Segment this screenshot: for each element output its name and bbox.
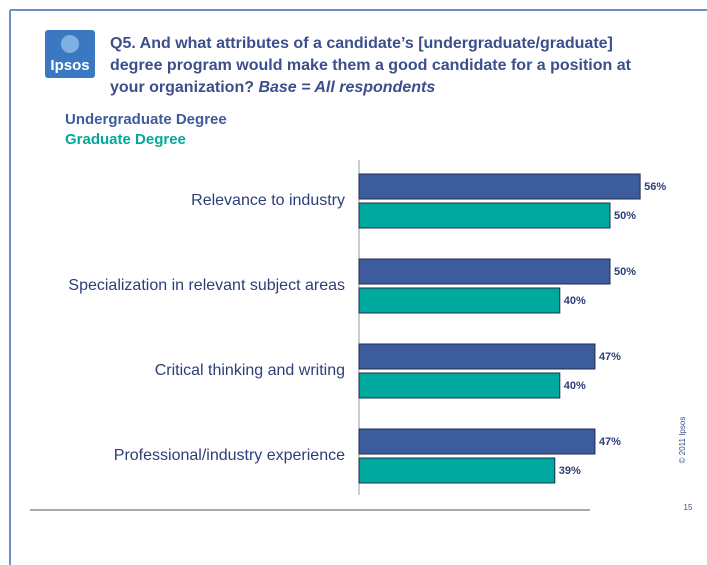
category-label: Professional/industry experience (114, 447, 345, 464)
category-label: Critical thinking and writing (155, 362, 345, 379)
category-label: Specialization in relevant subject areas (68, 277, 345, 294)
title-line: degree program would make them a good ca… (110, 57, 632, 74)
logo-mark (61, 35, 79, 53)
value-label: 50% (614, 266, 636, 278)
category-label: Relevance to industry (191, 192, 345, 209)
bar (358, 202, 611, 229)
value-label: 47% (599, 436, 621, 448)
value-label: 56% (644, 181, 666, 193)
bar (358, 173, 641, 200)
value-label: 40% (564, 380, 586, 392)
bar (358, 287, 561, 314)
title-line: your organization? Base = All respondent… (110, 79, 435, 96)
legend-entry: Graduate Degree (65, 131, 186, 148)
logo-box (45, 30, 95, 78)
bar (358, 457, 556, 484)
title-line: your organization? (110, 79, 254, 96)
bar (358, 428, 596, 455)
copyright: © 2011 Ipsos (678, 417, 687, 464)
legend-entry: Undergraduate Degree (65, 111, 227, 128)
logo-text: Ipsos (50, 57, 89, 74)
bar (358, 372, 561, 399)
value-label: 50% (614, 210, 636, 222)
value-label: 39% (559, 465, 581, 477)
page-number: 15 (684, 503, 693, 512)
value-label: 47% (599, 351, 621, 363)
title-line: Q5. And what attributes of a candidate’s… (110, 35, 613, 52)
bar (358, 258, 611, 285)
bar (358, 343, 596, 370)
value-label: 40% (564, 295, 586, 307)
base-note: Base = All respondents (258, 79, 435, 96)
